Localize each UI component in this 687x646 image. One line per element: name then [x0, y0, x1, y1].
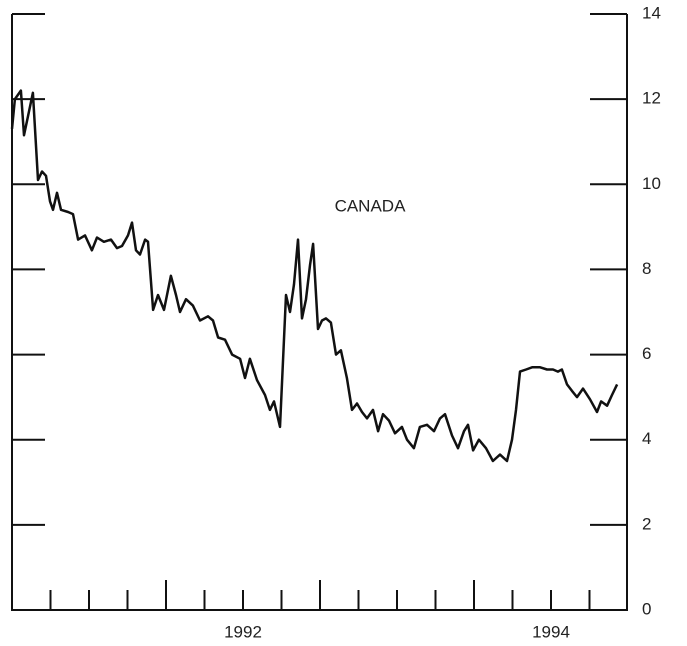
y-tick-label: 2 — [642, 514, 651, 533]
y-tick-label: 12 — [642, 89, 661, 108]
x-tick-label: 1994 — [532, 622, 570, 641]
x-tick-label: 1992 — [224, 622, 262, 641]
y-tick-label: 0 — [642, 599, 651, 618]
chart-title: CANADA — [335, 196, 407, 215]
y-tick-label: 6 — [642, 344, 651, 363]
data-line — [10, 89, 619, 463]
y-tick-label: 4 — [642, 429, 651, 448]
y-tick-label: 14 — [642, 3, 661, 22]
y-tick-label: 10 — [642, 174, 661, 193]
y-tick-label: 8 — [642, 259, 651, 278]
